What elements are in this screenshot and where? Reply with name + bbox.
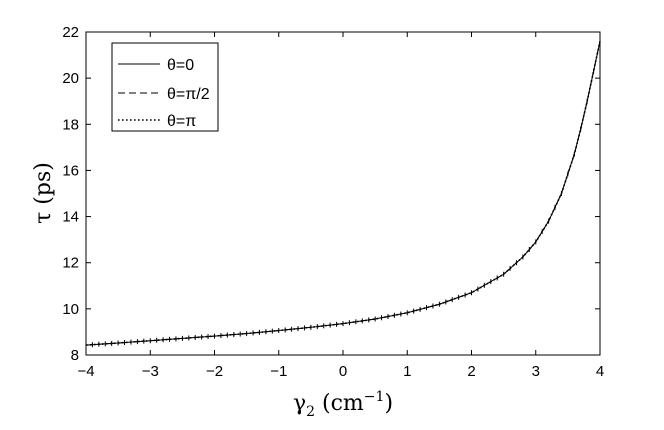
legend-label-theta-0: θ=0 bbox=[167, 57, 194, 74]
x-tick-label: −1 bbox=[270, 363, 287, 380]
series-layer bbox=[85, 38, 601, 348]
x-axis-subscript: 2 bbox=[306, 404, 315, 420]
x-tick-label: 2 bbox=[467, 363, 475, 380]
x-tick-label: 0 bbox=[339, 363, 347, 380]
legend-box bbox=[111, 42, 219, 132]
y-tick-label: 10 bbox=[62, 301, 79, 318]
x-axis-unit-superscript: −1 bbox=[364, 389, 385, 405]
x-tick-label: −2 bbox=[206, 363, 223, 380]
y-tick-label: 18 bbox=[62, 116, 79, 133]
x-tick-label: 3 bbox=[532, 363, 540, 380]
x-axis-unit-open: (cm bbox=[315, 391, 364, 416]
x-tick-label: 1 bbox=[403, 363, 411, 380]
y-tick-label: 20 bbox=[62, 70, 79, 87]
y-tick-label: 8 bbox=[71, 347, 79, 364]
x-axis-unit-close: ) bbox=[384, 391, 393, 416]
y-tick-label: 12 bbox=[62, 255, 79, 272]
y-tick-label: 14 bbox=[62, 209, 79, 226]
y-axis-title: τ (ps) bbox=[31, 162, 56, 224]
x-axis-symbol: γ bbox=[293, 391, 306, 416]
plot-frame bbox=[85, 31, 601, 356]
x-tick-label: −3 bbox=[142, 363, 159, 380]
y-tick-label: 22 bbox=[62, 24, 79, 41]
x-axis-title: γ2 (cm−1) bbox=[293, 389, 393, 420]
legend: θ=0 θ=π/2 θ=π bbox=[111, 42, 219, 132]
legend-label-theta-pi: θ=π bbox=[167, 113, 196, 130]
x-tick-label: 4 bbox=[596, 363, 604, 380]
x-tick-label: −4 bbox=[77, 363, 94, 380]
legend-label-theta-half-pi: θ=π/2 bbox=[167, 86, 210, 103]
y-tick-label: 16 bbox=[62, 162, 79, 179]
